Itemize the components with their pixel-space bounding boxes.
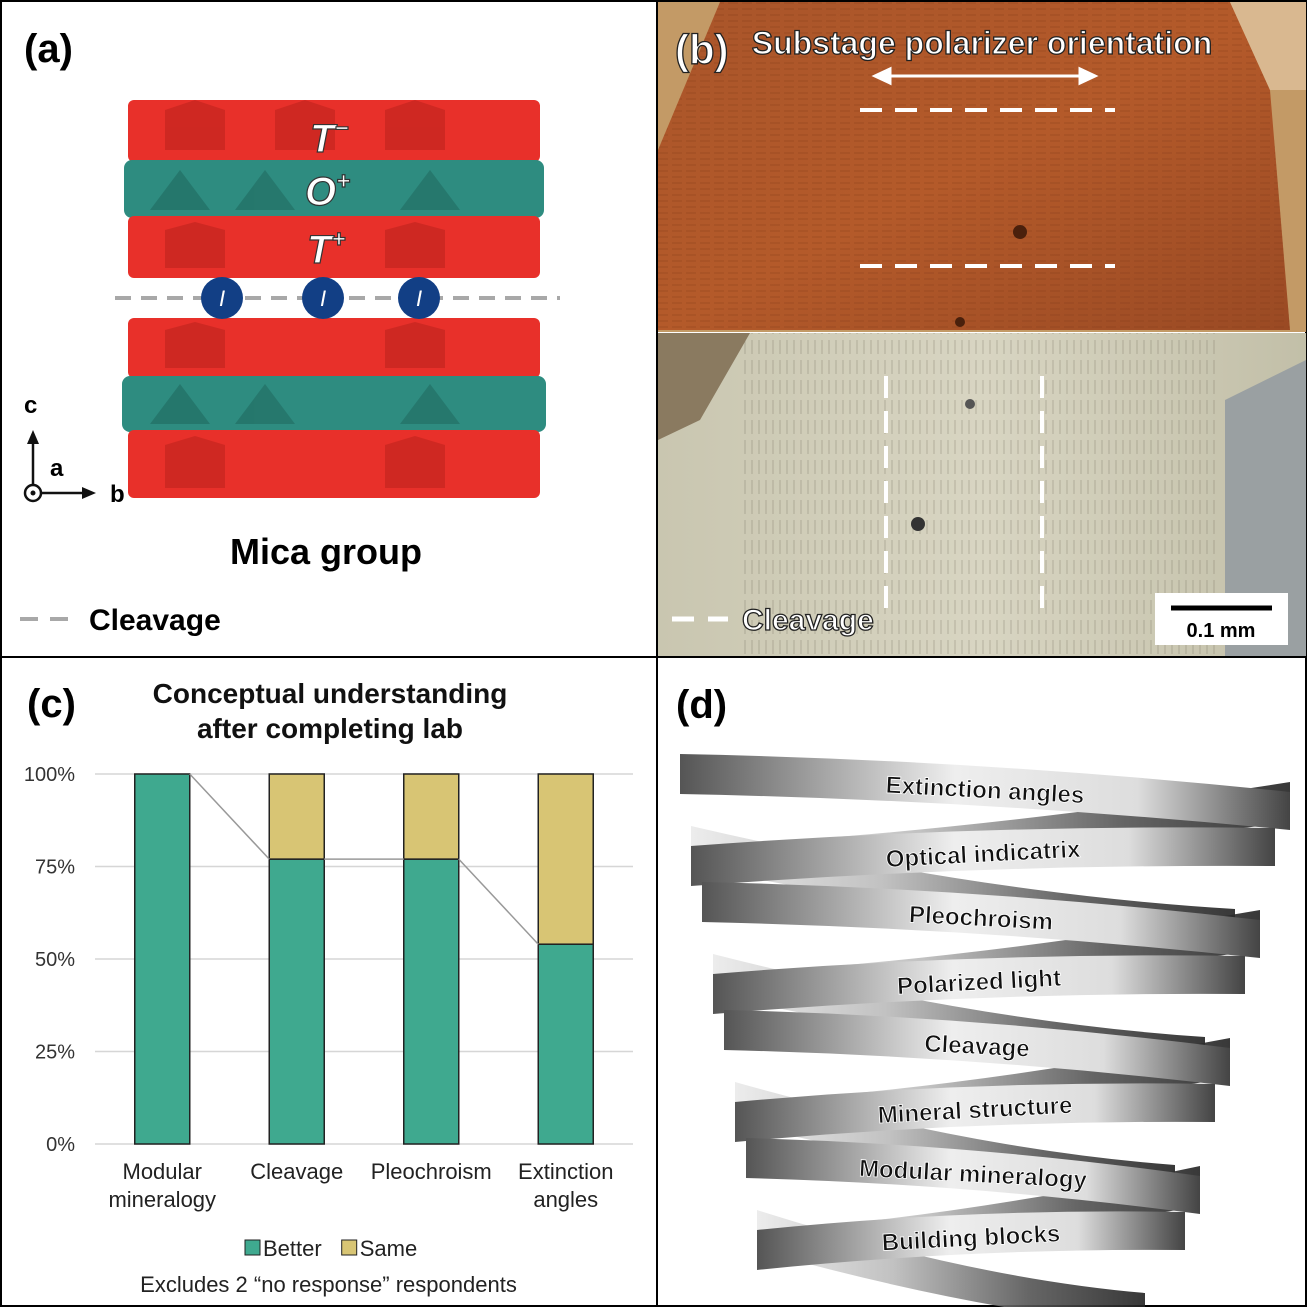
interlayer-cations: I I I (201, 277, 440, 319)
panel-label: (c) (27, 682, 76, 726)
panel-a: (a) T− O+ T+ (20, 27, 560, 637)
x-tick-label: Modular mineralogy (94, 1158, 230, 1214)
figure-canvas: (a) T− O+ T+ (0, 0, 1307, 1307)
bar-segment (404, 859, 459, 1144)
legend-label: Better (263, 1236, 322, 1261)
y-tick-label: 25% (35, 1042, 75, 1064)
panel-label: (d) (676, 683, 727, 727)
legend-label: Cleavage (89, 604, 221, 637)
chart-title: Conceptual understanding after completin… (120, 676, 540, 746)
panel-label: (a) (24, 27, 73, 71)
legend-swatch (245, 1240, 260, 1255)
chart-note: Excludes 2 “no response” respondents (0, 1272, 657, 1298)
bar-segment (269, 774, 324, 859)
caption: Mica group (230, 531, 422, 572)
y-tick-label: 100% (24, 764, 75, 786)
layer-charge: + (331, 226, 345, 253)
x-tick-label: Extinction angles (498, 1158, 634, 1214)
legend-swatch (342, 1240, 357, 1255)
cation-label: I (320, 286, 326, 311)
axis-label: c (24, 392, 37, 419)
series-line (459, 859, 539, 944)
axis-label: b (110, 481, 125, 508)
bar-segment (269, 859, 324, 1144)
y-tick-label: 75% (35, 857, 75, 879)
figure: (a) T− O+ T+ (0, 0, 1307, 1307)
bar-segment (404, 774, 459, 859)
panel-title: Substage polarizer orientation (752, 25, 1213, 61)
axis-label: a (50, 455, 64, 482)
cation-label: I (219, 286, 225, 311)
cation-label: I (416, 286, 422, 311)
bar-segment (538, 944, 593, 1144)
scale-bar-label: 0.1 mm (1187, 620, 1256, 642)
legend-label: Cleavage (742, 604, 874, 637)
series-line (190, 774, 270, 859)
panel-label: (b) (675, 26, 729, 73)
x-tick-label: Cleavage (229, 1158, 365, 1186)
y-tick-label: 0% (46, 1134, 75, 1156)
bar-segment (538, 774, 593, 944)
legend-label: Same (360, 1236, 417, 1261)
bar-segment (135, 774, 190, 1144)
spiral-label: Cleavage (924, 1030, 1031, 1062)
layer-charge: − (334, 115, 348, 142)
panel-b: (b) Substage polarizer orientation Cleav… (658, 2, 1306, 656)
y-tick-label: 50% (35, 949, 75, 971)
layer-charge: + (336, 168, 350, 195)
layer-letter: O (305, 170, 336, 214)
x-tick-label: Pleochroism (363, 1158, 499, 1186)
